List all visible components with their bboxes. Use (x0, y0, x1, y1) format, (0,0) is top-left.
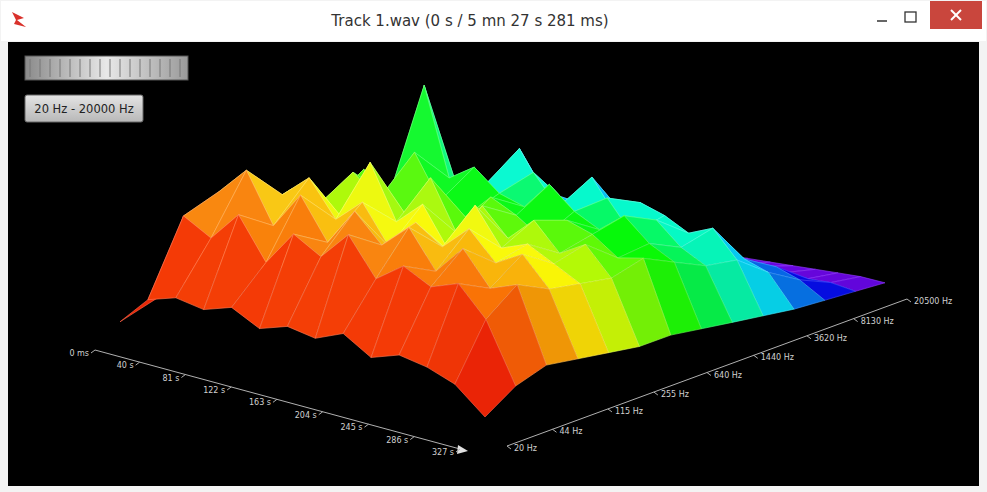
strip-divider (180, 59, 181, 77)
strip-divider (100, 59, 101, 77)
strip-divider (140, 59, 141, 77)
frequency-tick (754, 355, 758, 358)
strip-divider (40, 59, 41, 77)
surface-cell (431, 249, 490, 289)
title-bar (1, 1, 986, 41)
frequency-tick (608, 409, 612, 412)
strip-divider (130, 59, 131, 77)
range-button[interactable] (25, 95, 143, 122)
time-axis (95, 350, 460, 449)
frequency-tick (507, 446, 511, 449)
frequency-tick-label: 640 Hz (714, 371, 742, 380)
strip-divider (170, 59, 171, 77)
range-button-label[interactable]: 20 Hz - 20000 Hz (34, 102, 133, 116)
frequency-tick-label: 1440 Hz (761, 353, 794, 362)
frequency-tick (807, 336, 811, 339)
strip-divider (60, 59, 61, 77)
maximize-button[interactable] (905, 12, 916, 22)
close-icon[interactable] (951, 10, 961, 20)
spectrum-surface (120, 85, 885, 417)
app-window: Track 1.wav (0 s / 5 mn 27 s 281 ms) 20 H… (0, 0, 987, 492)
frequency-tick-label: 8130 Hz (861, 317, 894, 326)
time-tick-label: 286 s (386, 436, 408, 445)
window-title: Track 1.wav (0 s / 5 mn 27 s 281 ms) (330, 12, 608, 30)
frequency-tick-label: 20 Hz (514, 444, 537, 453)
time-tick-label: 40 s (117, 361, 134, 370)
time-tick (319, 412, 323, 415)
time-tick (181, 375, 185, 378)
time-tick (364, 424, 368, 427)
time-tick-label: 327 s (432, 448, 454, 457)
surface-cell (455, 319, 516, 417)
frequency-tick-label: 3620 Hz (814, 334, 847, 343)
strip-divider (50, 59, 51, 77)
frequency-tick-label: 20500 Hz (914, 297, 952, 306)
time-tick (410, 437, 414, 440)
strip-divider (70, 59, 71, 77)
window-frame (0, 0, 987, 492)
time-tick-label: 122 s (203, 386, 225, 395)
time-tick-label: 163 s (249, 398, 271, 407)
strip-divider (120, 59, 121, 77)
axis-arrow (457, 445, 468, 454)
minimize-button[interactable] (877, 20, 887, 22)
plot-background (8, 42, 979, 486)
time-tick (273, 399, 277, 402)
close-icon[interactable] (951, 10, 961, 20)
time-tick-label: 81 s (163, 374, 180, 383)
time-tick (136, 362, 140, 365)
frequency-tick-label: 115 Hz (615, 407, 643, 416)
close-button-bg[interactable] (930, 1, 982, 29)
frequency-tick-label: 255 Hz (661, 390, 689, 399)
app-icon (12, 12, 26, 27)
time-tick (227, 387, 231, 390)
time-tick-label: 204 s (295, 411, 317, 420)
frequency-tick (854, 319, 858, 322)
frequency-tick (552, 429, 556, 432)
strip-divider (80, 59, 81, 77)
strip-divider (30, 59, 31, 77)
time-tick-label: 245 s (340, 423, 362, 432)
strip-divider (160, 59, 161, 77)
time-tick (456, 449, 460, 452)
frequency-tick (907, 299, 911, 302)
frequency-tick-label: 44 Hz (559, 427, 582, 436)
frequency-tick (654, 392, 658, 395)
color-strip[interactable] (25, 56, 188, 80)
strip-divider (150, 59, 151, 77)
close-button[interactable] (930, 1, 982, 29)
time-tick-label: 0 ms (69, 349, 89, 358)
time-tick (91, 350, 95, 353)
surface-cell (490, 254, 549, 289)
strip-divider (90, 59, 91, 77)
frequency-tick (707, 373, 711, 376)
strip-divider (110, 59, 111, 77)
